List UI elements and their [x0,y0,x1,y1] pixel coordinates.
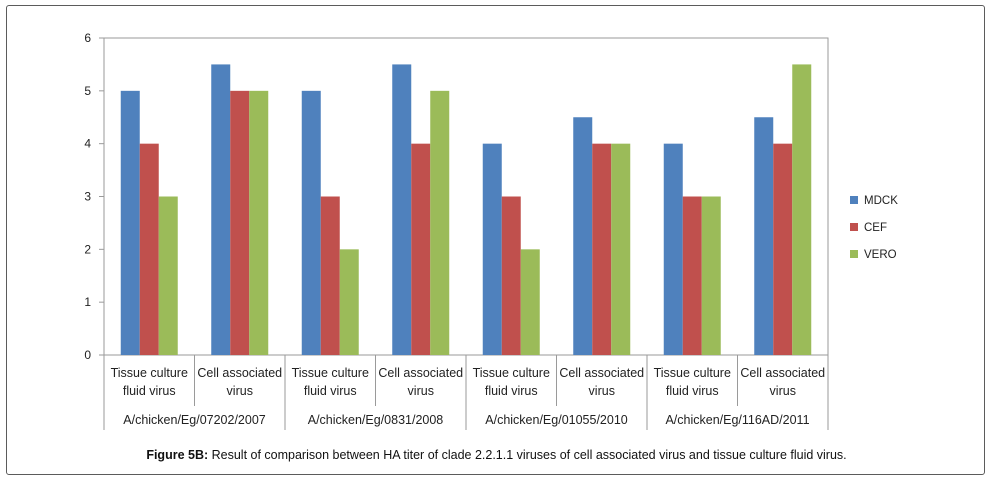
bar-vero [792,64,812,356]
bar-mdck [392,64,412,356]
bar-vero [339,249,359,355]
y-tick-label: 1 [84,295,91,309]
x-tick-label: Tissue culture [654,366,731,380]
legend-swatch-vero [850,250,858,258]
bar-cef [230,90,250,355]
legend-label-cef: CEF [864,222,887,234]
caption-label: Figure 5B: [146,448,209,462]
bar-cef [320,196,340,355]
x-tick-label: Cell associated [559,366,644,380]
bar-cef [139,143,159,355]
bar-vero [430,90,450,355]
bar-mdck [120,90,140,355]
x-tick-label: fluid virus [123,384,176,398]
group-label: A/chicken/Eg/01055/2010 [485,413,628,427]
bar-mdck [663,143,683,355]
x-tick-label: virus [227,384,253,398]
x-tick-label: virus [408,384,434,398]
y-tick-label: 0 [84,348,91,362]
x-tick-label: Cell associated [378,366,463,380]
figure-caption: Figure 5B: Result of comparison between … [0,448,993,462]
group-label: A/chicken/Eg/0831/2008 [308,413,444,427]
x-tick-label: virus [770,384,796,398]
bar-cef [592,143,612,355]
legend-swatch-cef [850,223,858,231]
y-tick-label: 2 [84,242,91,256]
bar-vero [520,249,540,355]
bar-vero [701,196,721,355]
bar-mdck [754,117,774,355]
x-tick-label: virus [589,384,615,398]
bar-mdck [482,143,502,355]
x-tick-label: Tissue culture [292,366,369,380]
legend-swatch-mdck [850,196,858,204]
y-tick-label: 3 [84,190,91,204]
bar-vero [611,143,631,355]
x-tick-label: Tissue culture [473,366,550,380]
legend-label-vero: VERO [864,249,897,261]
bar-chart: 0 1 2 3 4 5 6 Tissue culture fluid virus Cell as… [84,31,898,430]
bar-cef [773,143,793,355]
x-tick-label: fluid virus [666,384,719,398]
figure-frame [6,5,985,475]
y-tick-label: 4 [84,137,91,151]
bar-cef [411,143,431,355]
x-tick-label: Tissue culture [111,366,188,380]
legend-label-mdck: MDCK [864,195,898,207]
group-label: A/chicken/Eg/07202/2007 [123,413,266,427]
bar-mdck [573,117,593,355]
legend: MDCK CEF VERO [850,195,898,261]
y-tick-label: 5 [84,84,91,98]
bar-cef [682,196,702,355]
bar-cef [501,196,521,355]
bar-vero [158,196,178,355]
x-tick-label: Cell associated [197,366,282,380]
bar-vero [249,90,269,355]
caption-text: Result of comparison between HA titer of… [208,448,847,462]
x-tick-label: fluid virus [485,384,538,398]
group-label: A/chicken/Eg/116AD/2011 [665,413,809,427]
x-tick-label: fluid virus [304,384,357,398]
bars [120,64,812,356]
x-tick-label: Cell associated [740,366,825,380]
bar-mdck [301,90,321,355]
bar-mdck [211,64,231,356]
y-tick-label: 6 [84,31,91,45]
x-axis: Tissue culture fluid virus Cell associated… [103,355,829,430]
y-axis: 0 1 2 3 4 5 6 [84,31,104,362]
